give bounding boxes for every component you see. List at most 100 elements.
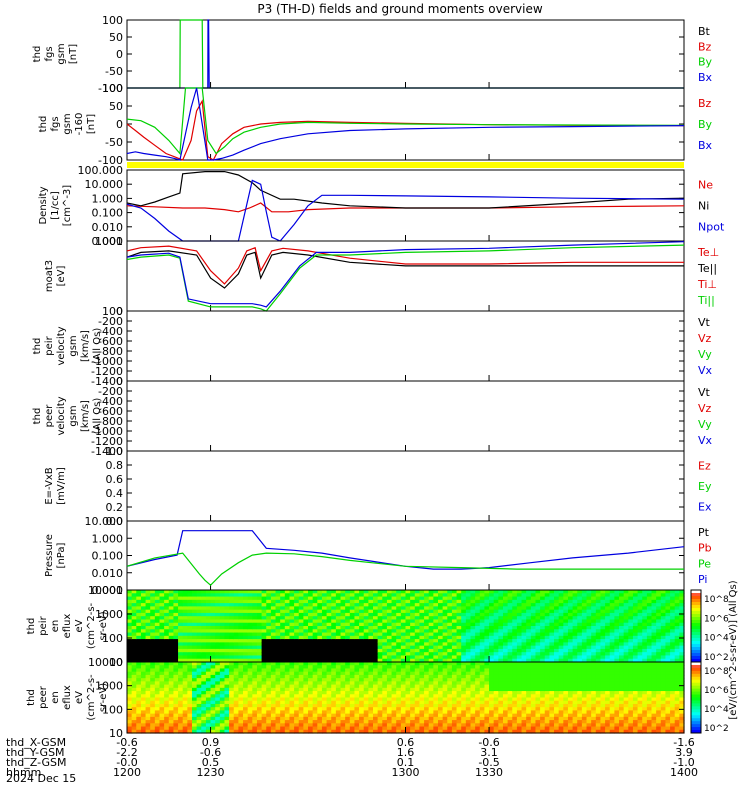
y-tick-label: 50: [109, 100, 123, 113]
y-axis-label: eV: [74, 619, 85, 632]
panel-8: 10.0001.0000.1000.0100.001Pressure[nPa]P…: [44, 515, 712, 597]
legend-ey: Ey: [698, 480, 712, 493]
y-axis-label: thd: [32, 408, 43, 425]
y-axis-label: [eV]: [56, 266, 67, 287]
y-axis-label: thd: [32, 338, 43, 355]
y-axis-label: (cm^2-s-: [86, 602, 97, 649]
legend-bx: Bx: [698, 71, 713, 84]
y-axis-label: (All Qs): [92, 328, 103, 365]
y-axis-label: (All Qs): [92, 398, 103, 435]
legend-ti||: Ti||: [697, 294, 715, 307]
legend-npot: Npot: [698, 220, 725, 233]
y-tick-label: 0.010: [92, 221, 124, 234]
legend-bt: Bt: [698, 25, 711, 38]
series-by: [127, 20, 684, 88]
y-tick-label: -50: [105, 65, 123, 78]
y-axis-label: thd: [38, 116, 49, 133]
y-axis-label: gsm: [56, 43, 67, 64]
panel-frame: [127, 170, 684, 241]
y-tick-label: 0.4: [106, 487, 124, 500]
y-axis-label: E=-VxB: [44, 467, 55, 504]
y-tick-label: 1.000: [92, 192, 124, 205]
legend-bx: Bx: [698, 139, 713, 152]
panel-frame: [127, 381, 684, 451]
y-tick-label: 0: [116, 118, 123, 131]
series-bz: [127, 101, 684, 160]
legend-te||: Te||: [697, 262, 717, 275]
legend-pi: Pi: [698, 573, 707, 586]
y-axis-label: sr-eV): [98, 611, 109, 640]
y-axis-label: velocity: [56, 396, 67, 435]
series-pe: [127, 553, 684, 585]
y-tick-label: 0: [116, 48, 123, 61]
legend-vz: Vz: [698, 332, 712, 345]
y-axis-label: [cm^-3]: [62, 185, 73, 226]
panel-frame: [127, 241, 684, 311]
legend-ex: Ex: [698, 501, 712, 514]
y-tick-label: 0.2: [106, 501, 124, 514]
y-tick-label: 1.0: [106, 445, 124, 458]
y-axis-label: [mV/m]: [56, 467, 67, 505]
legend-pt: Pt: [698, 526, 710, 539]
y-tick-label: 0.6: [106, 473, 124, 486]
y-axis-label: [nT]: [86, 114, 97, 134]
y-axis-label: fgs: [50, 116, 61, 131]
series-ti: [127, 251, 684, 288]
y-tick-label: 10.000: [85, 515, 124, 528]
y-tick-label: 100: [102, 82, 123, 95]
legend-by: By: [698, 56, 713, 69]
series-by: [127, 88, 684, 154]
y-axis-label: peir: [38, 615, 49, 635]
y-axis-label: gsm: [68, 335, 79, 356]
legend-by: By: [698, 118, 713, 131]
legend-vx: Vx: [698, 434, 713, 447]
y-axis-label: thd: [32, 46, 43, 63]
y-tick-label: 100.000: [78, 164, 124, 177]
y-axis-label: Density: [38, 186, 49, 224]
series-ni: [127, 172, 684, 208]
y-axis-label: thd: [26, 618, 37, 635]
y-tick-label: 10.000: [85, 178, 124, 191]
legend-ni: Ni: [698, 200, 709, 213]
y-axis-label: en: [50, 620, 61, 633]
legend-vt: Vt: [698, 316, 711, 329]
y-axis-label: gsm: [68, 405, 79, 426]
legend-vy: Vy: [698, 348, 712, 361]
series-bx: [127, 20, 684, 88]
legend-vy: Vy: [698, 418, 712, 431]
y-axis-label: [nT]: [68, 44, 79, 64]
y-axis-label: fgs: [44, 46, 55, 61]
y-tick-label: 50: [109, 31, 123, 44]
y-tick-label: -50: [105, 136, 123, 149]
y-axis-label: -160: [74, 113, 85, 136]
y-axis-label: peer: [44, 404, 55, 428]
legend-ti⊥: Ti⊥: [697, 278, 717, 291]
series-npot: [127, 180, 684, 241]
y-tick-label: 0.8: [106, 459, 124, 472]
y-axis-label: velocity: [56, 326, 67, 365]
y-tick-label: 0.010: [92, 567, 124, 580]
legend-pe: Pe: [698, 557, 711, 570]
panel-frame: [127, 451, 684, 521]
legend-vz: Vz: [698, 402, 712, 415]
y-tick-label: 1000: [95, 235, 123, 248]
quality-flag-bar: [127, 162, 684, 168]
legend-vx: Vx: [698, 364, 713, 377]
y-tick-label: 1.000: [92, 532, 124, 545]
y-axis-label: Pressure: [44, 534, 55, 577]
y-axis-label: [km/s]: [80, 400, 91, 432]
y-axis-label: [km/s]: [80, 330, 91, 362]
y-axis-label: peir: [44, 335, 55, 355]
y-tick-label: 0.100: [92, 207, 124, 220]
y-axis-label: gsm: [62, 113, 73, 134]
series-tb: [127, 242, 684, 307]
y-tick-label: 0.100: [92, 550, 124, 563]
